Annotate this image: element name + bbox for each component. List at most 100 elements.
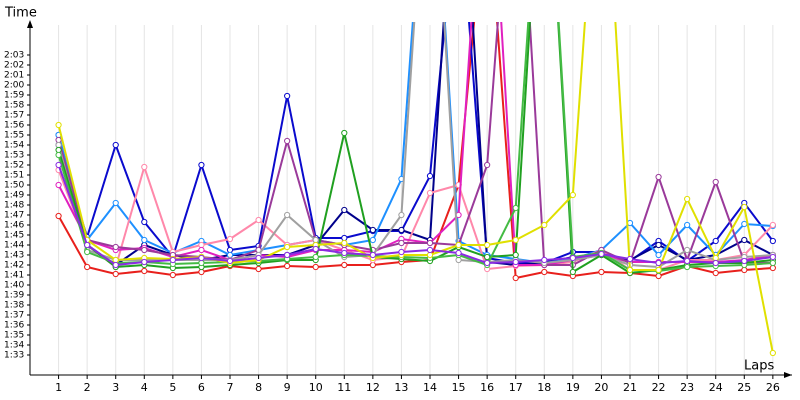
- y-axis-label: Time: [4, 6, 37, 21]
- data-point: [598, 268, 605, 276]
- series-line: [57, 22, 773, 280]
- data-point: [684, 246, 691, 254]
- data-point: [55, 181, 62, 189]
- data-point: [455, 256, 462, 264]
- series-line: [57, 164, 773, 267]
- x-tick-label: 5: [169, 381, 176, 394]
- data-point: [198, 259, 205, 267]
- data-point: [255, 216, 262, 224]
- data-point: [369, 226, 376, 234]
- data-point: [598, 250, 605, 258]
- data-point: [312, 253, 319, 261]
- data-point: [369, 261, 376, 269]
- x-tick-label: 1: [55, 381, 62, 394]
- data-point: [226, 257, 234, 265]
- y-tick-label: 1:55: [4, 131, 24, 141]
- data-point: [398, 226, 405, 234]
- data-point: [141, 246, 148, 254]
- y-tick-label: 1:37: [4, 311, 24, 321]
- data-point: [769, 253, 776, 261]
- data-point: [226, 235, 234, 243]
- data-point: [284, 262, 291, 270]
- y-tick-label: 1:46: [4, 221, 24, 231]
- data-point: [741, 266, 748, 274]
- data-point: [55, 141, 62, 149]
- x-axis-label: Laps: [744, 359, 774, 374]
- data-point: [684, 195, 691, 203]
- data-point: [198, 241, 205, 249]
- y-tick-label: 1:52: [4, 161, 24, 171]
- data-point: [341, 239, 348, 247]
- data-point: [769, 221, 776, 229]
- y-tick-label: 1:39: [4, 291, 24, 301]
- x-tick-label: 18: [537, 381, 551, 394]
- data-point: [112, 199, 119, 207]
- x-tick-label: 10: [309, 381, 323, 394]
- data-point: [141, 236, 148, 244]
- data-point: [655, 259, 662, 267]
- data-point: [484, 161, 491, 169]
- x-tick-label: 15: [452, 381, 466, 394]
- data-point: [84, 263, 91, 271]
- x-tick-label: 6: [198, 381, 205, 394]
- data-point: [769, 349, 776, 357]
- y-tick-label: 1:38: [4, 301, 24, 311]
- data-point: [426, 251, 434, 259]
- data-point: [769, 237, 776, 245]
- series-line: [57, 22, 774, 354]
- y-tick-label: 1:49: [4, 191, 24, 201]
- data-point: [55, 121, 62, 129]
- data-point: [226, 246, 234, 254]
- data-point: [655, 272, 662, 280]
- data-point: [341, 234, 348, 242]
- data-point: [55, 151, 62, 159]
- data-point: [141, 163, 148, 171]
- data-point: [512, 274, 519, 282]
- data-point: [312, 245, 319, 253]
- data-point: [484, 259, 491, 267]
- x-tick-label: 2: [84, 381, 91, 394]
- y-tick-label: 1:35: [4, 331, 24, 341]
- data-point: [198, 268, 205, 276]
- y-tick-label: 1:56: [4, 121, 24, 131]
- y-tick-label: 1:40: [4, 281, 24, 291]
- data-point: [55, 161, 62, 169]
- data-point: [284, 251, 291, 259]
- x-tick-label: 14: [423, 381, 437, 394]
- series-line: [57, 22, 774, 264]
- data-point: [426, 246, 434, 254]
- data-point: [169, 256, 176, 264]
- data-point: [655, 173, 662, 181]
- data-point: [84, 241, 91, 249]
- data-point: [655, 251, 662, 259]
- x-tick-label: 13: [394, 381, 408, 394]
- data-point: [712, 237, 719, 245]
- data-point: [398, 211, 405, 219]
- data-point: [255, 254, 262, 262]
- y-tick-label: 1:47: [4, 211, 24, 221]
- data-point: [455, 249, 462, 257]
- data-point: [712, 259, 719, 267]
- x-axis-arrow: [784, 372, 792, 378]
- x-tick-label: 24: [709, 381, 723, 394]
- x-tick-label: 11: [337, 381, 351, 394]
- data-point: [512, 236, 519, 244]
- y-tick-label: 1:33: [4, 351, 24, 361]
- data-point: [341, 261, 348, 269]
- x-tick-label: 16: [480, 381, 494, 394]
- data-point: [655, 266, 662, 274]
- x-tick-label: 9: [284, 381, 291, 394]
- data-point: [569, 268, 576, 276]
- data-point: [712, 269, 719, 277]
- data-point: [741, 257, 748, 265]
- y-tick-label: 1:42: [4, 261, 24, 271]
- data-point: [426, 189, 434, 197]
- data-point: [684, 221, 691, 229]
- plot-area: [55, 22, 776, 357]
- data-point: [169, 271, 176, 279]
- x-tick-label: 25: [737, 381, 751, 394]
- y-tick-label: 1:41: [4, 271, 24, 281]
- y-tick-label: 1:59: [4, 91, 24, 101]
